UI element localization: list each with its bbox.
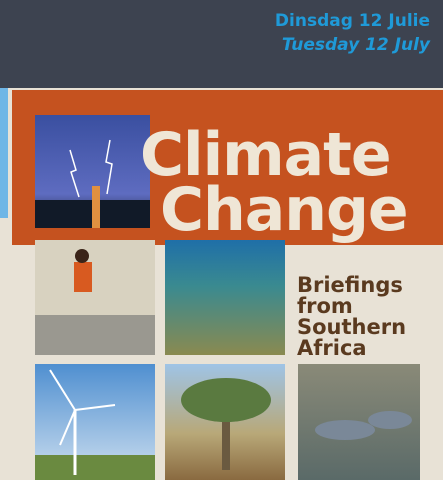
side-strip (0, 88, 8, 218)
date-english: Tuesday 12 July (282, 35, 431, 55)
title-line2: Change (160, 175, 408, 245)
page: Dinsdag 12 Julie Tuesday 12 July Climate… (0, 0, 443, 480)
photo-reef (165, 240, 285, 355)
cover: Dinsdag 12 Julie Tuesday 12 July Climate… (0, 0, 443, 480)
subtitle-line: Africa (297, 336, 367, 360)
date-afrikaans: Dinsdag 12 Julie (275, 11, 430, 31)
